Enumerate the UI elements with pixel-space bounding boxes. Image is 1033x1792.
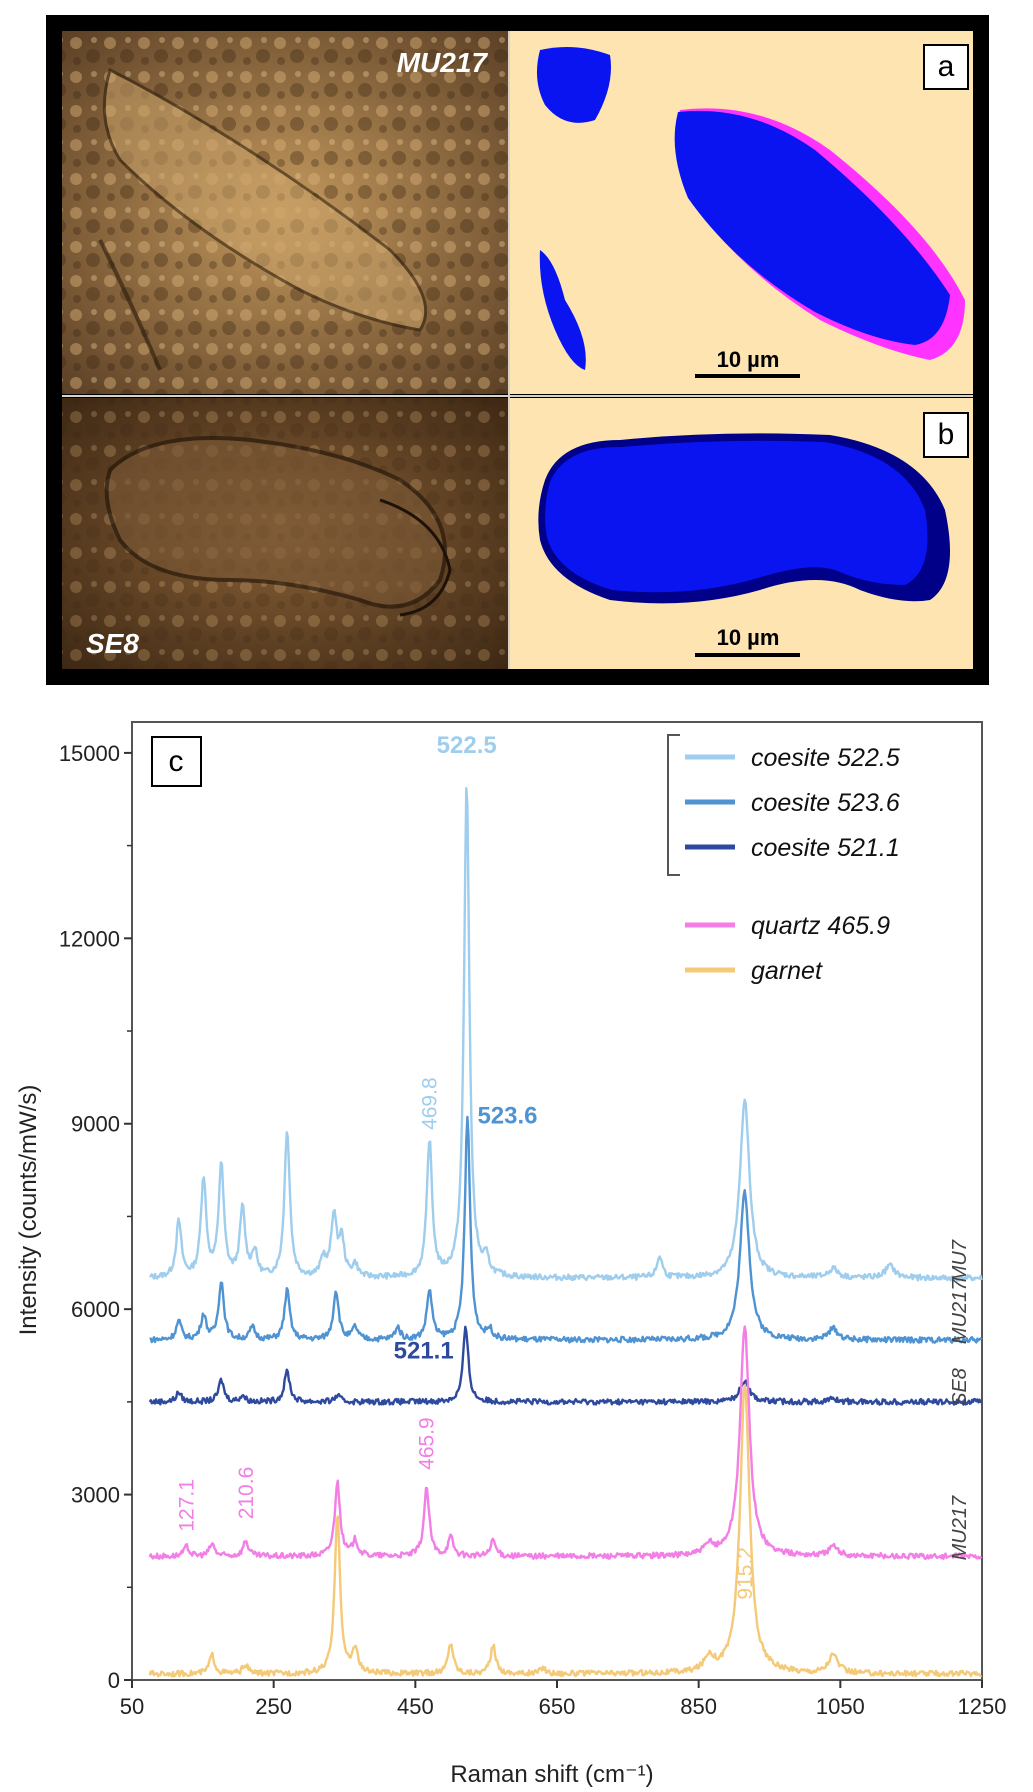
legend-label-1: coesite 523.6 bbox=[751, 789, 900, 817]
y-tick-label-4: 12000 bbox=[59, 926, 120, 951]
legend-bracket bbox=[667, 734, 680, 876]
x-axis-label: Raman shift (cm⁻¹) bbox=[450, 1761, 653, 1788]
y-tick-label-0: 0 bbox=[108, 1668, 120, 1693]
x-tick-label-0: 50 bbox=[120, 1694, 144, 1719]
x-tick-label-4: 850 bbox=[680, 1694, 717, 1719]
peak-label-5: 210.6 bbox=[235, 1467, 258, 1520]
series-line-0 bbox=[148, 787, 983, 1282]
x-tick-label-5: 1050 bbox=[816, 1694, 865, 1719]
image-panels: a 10 µm MU217 b 10 µm SE8 bbox=[46, 15, 989, 685]
y-tick-label-2: 6000 bbox=[71, 1297, 120, 1322]
micrograph-a bbox=[62, 31, 508, 394]
legend: coesite 522.5 coesite 523.6 coesite 521.1 q… bbox=[667, 734, 900, 985]
series-line-1 bbox=[149, 1115, 983, 1344]
panel-letter-c: c bbox=[169, 745, 184, 778]
y-axis-label: Intensity (counts/mW/s) bbox=[15, 1085, 42, 1336]
y-tick-label-1: 3000 bbox=[71, 1483, 120, 1508]
series-line-3 bbox=[148, 1325, 983, 1561]
series-line-4 bbox=[148, 1384, 983, 1678]
panel-letter-b: b bbox=[938, 418, 955, 451]
micrograph-b bbox=[62, 398, 508, 669]
legend-label-0: coesite 522.5 bbox=[751, 744, 900, 772]
peak-label-1: 469.8 bbox=[418, 1077, 441, 1130]
x-tick-label-6: 1250 bbox=[958, 1694, 1007, 1719]
peak-label-7: 915.2 bbox=[734, 1547, 757, 1600]
peak-label-2: 523.6 bbox=[477, 1103, 537, 1130]
sample-label-trace-0: MU7 bbox=[949, 1239, 971, 1282]
plot-frame bbox=[131, 721, 983, 1681]
x-tick-label-1: 250 bbox=[255, 1694, 292, 1719]
panel-letter-a: a bbox=[938, 50, 955, 83]
x-tick-label-3: 650 bbox=[539, 1694, 576, 1719]
raman-map-b: b 10 µm bbox=[510, 398, 973, 669]
peak-label-0: 522.5 bbox=[437, 732, 497, 759]
spectra-chart: 50 250 450 650 850 1050 1250 0 3000 6000 9000 12000… bbox=[15, 721, 1007, 1788]
peak-label-6: 465.9 bbox=[416, 1417, 439, 1470]
sample-label-trace-2: SE8 bbox=[949, 1368, 971, 1406]
legend-label-3: quartz 465.9 bbox=[751, 912, 890, 940]
y-tick-label-5: 15000 bbox=[59, 741, 120, 766]
scale-bar-b: 10 µm bbox=[717, 625, 780, 650]
peak-label-3: 521.1 bbox=[394, 1338, 454, 1365]
legend-label-2: coesite 521.1 bbox=[751, 834, 900, 862]
plot-annotations: 522.5 469.8 523.6 521.1 127.1 210.6 465.9 915.2 bbox=[176, 732, 757, 1600]
raman-map-a: a 10 µm bbox=[510, 31, 973, 394]
sample-label-a: MU217 bbox=[397, 47, 489, 78]
legend-label-4: garnet bbox=[751, 957, 823, 985]
peak-label-4: 127.1 bbox=[176, 1479, 199, 1532]
x-tick-label-2: 450 bbox=[397, 1694, 434, 1719]
sample-label-trace-1: MU217 bbox=[949, 1279, 971, 1344]
scale-bar-a: 10 µm bbox=[717, 347, 780, 372]
sample-label-b: SE8 bbox=[86, 628, 139, 659]
plot-series bbox=[148, 787, 983, 1678]
sample-label-trace-3: MU217 bbox=[949, 1495, 971, 1560]
plot-axes: 50 250 450 650 850 1050 1250 0 3000 6000 9000 12000… bbox=[59, 741, 1007, 1719]
series-line-2 bbox=[148, 1325, 983, 1406]
y-tick-label-3: 9000 bbox=[71, 1112, 120, 1137]
